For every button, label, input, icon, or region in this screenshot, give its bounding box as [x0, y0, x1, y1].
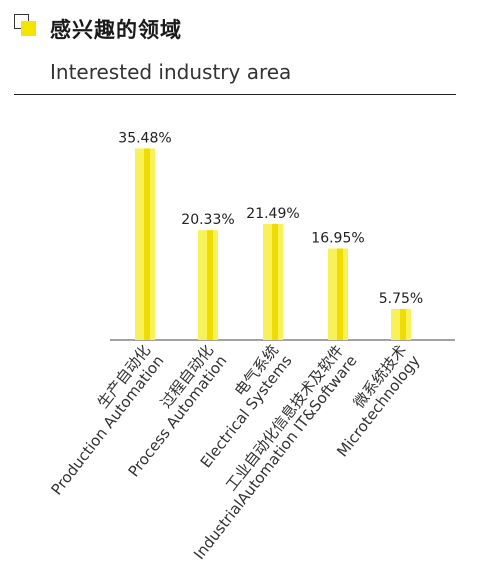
chart-title-chinese: 感兴趣的领域	[50, 18, 182, 42]
bar-4	[328, 248, 348, 340]
yellow-square-bracket-icon	[14, 14, 36, 36]
value-label-1: 35.48%	[118, 130, 171, 146]
category-label-en-1: Production Automation	[48, 352, 168, 499]
bar-3	[263, 223, 283, 340]
value-label-4: 16.95%	[311, 230, 364, 246]
title-divider	[14, 94, 456, 95]
value-label-3: 21.49%	[246, 206, 299, 222]
chart-title-english: Interested industry area	[50, 60, 292, 84]
bar-2	[198, 230, 218, 340]
value-label-5: 5.75%	[379, 291, 423, 307]
bar-5	[391, 308, 411, 340]
value-label-2: 20.33%	[181, 212, 234, 228]
bar-1	[135, 148, 155, 340]
